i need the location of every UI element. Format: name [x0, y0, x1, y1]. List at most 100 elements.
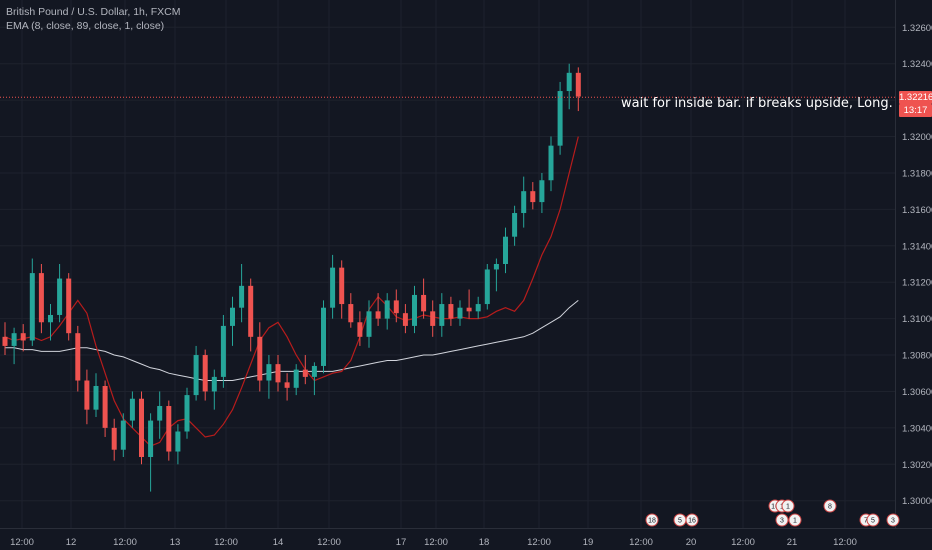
candle-body [93, 385, 99, 410]
event-count: 7 [864, 518, 868, 525]
candle-body [475, 304, 481, 312]
candle-body [220, 325, 226, 377]
candle [102, 380, 108, 437]
candle-body [530, 191, 536, 203]
price-tick-label: 1.30000 [902, 496, 932, 507]
candle [311, 362, 317, 396]
time-tick-label: 12:00 [731, 537, 755, 548]
candle-body [84, 380, 90, 410]
event-count: 1 [793, 518, 797, 525]
candle [539, 172, 545, 214]
candle-body [239, 285, 245, 308]
event-marker[interactable]: 1 [788, 513, 802, 527]
candle [493, 258, 499, 292]
candle-body [457, 307, 463, 319]
chart-legend: British Pound / U.S. Dollar, 1h, FXCM EM… [6, 5, 180, 33]
candle [284, 373, 290, 401]
flag-icon [645, 513, 659, 527]
candle [530, 182, 536, 210]
candle [239, 264, 245, 323]
candle [402, 304, 408, 334]
flag-icon [775, 513, 789, 527]
candle-body [448, 304, 454, 319]
event-count: 3 [891, 518, 895, 525]
candle [348, 293, 354, 328]
candle-body [157, 406, 163, 421]
candle [66, 273, 72, 341]
candle-body [120, 420, 126, 450]
candle [111, 418, 117, 461]
candle-body [557, 91, 563, 146]
ema-path [4, 136, 579, 447]
candles [2, 63, 581, 492]
candle [384, 293, 390, 330]
event-count: 16 [771, 504, 779, 511]
candle [557, 81, 563, 155]
candle [366, 300, 372, 348]
candle-body [493, 264, 499, 270]
ema-slow-line [5, 300, 579, 381]
price-tick-label: 1.31400 [902, 241, 932, 252]
candle [220, 314, 226, 388]
time-tick-label: 12:00 [317, 537, 341, 548]
candle [466, 289, 472, 319]
price-tick-label: 1.31200 [902, 278, 932, 289]
event-marker[interactable]: 1 [781, 499, 795, 513]
candle-body [339, 267, 345, 305]
candle [84, 369, 90, 425]
candle [421, 278, 427, 319]
candle [184, 387, 190, 439]
candle [266, 355, 272, 399]
candle [412, 285, 417, 334]
time-tick-label: 14 [273, 537, 284, 548]
event-marker[interactable]: 18 [645, 513, 659, 527]
time-tick-label: 20 [686, 537, 697, 548]
candle [120, 413, 126, 457]
candle-body [139, 398, 144, 457]
event-marker[interactable]: 3 [775, 513, 789, 527]
time-tick-label: 12:00 [833, 537, 857, 548]
candle-body [211, 376, 217, 392]
flag-icon [781, 499, 795, 513]
economic-events[interactable]: 185163175316118 [645, 499, 900, 527]
candle-body [11, 333, 17, 346]
candle [575, 67, 581, 112]
candle-body [111, 427, 117, 450]
event-marker[interactable]: 3 [886, 513, 900, 527]
indicator-title[interactable]: EMA (8, close, 89, close, 1, close) [6, 20, 165, 32]
candle-body [439, 304, 445, 326]
candle [139, 391, 144, 465]
candle [321, 300, 326, 374]
candle-body [275, 364, 281, 383]
candle-body [248, 285, 254, 337]
candle [29, 258, 35, 346]
price-tick-label: 1.30600 [902, 387, 932, 398]
event-count: 5 [678, 518, 682, 525]
candle [257, 322, 263, 392]
candle-body [466, 307, 472, 312]
event-marker[interactable]: 5 [866, 513, 880, 527]
candle-body [66, 278, 72, 334]
candle-body [393, 300, 399, 314]
candle [248, 278, 254, 352]
candle-body [348, 304, 354, 323]
chart-note[interactable]: wait for inside bar. if breaks upside, L… [621, 96, 893, 111]
flag-icon [866, 513, 880, 527]
bar-countdown-tag: 13:17 [899, 103, 932, 117]
flag-icon [886, 513, 900, 527]
price-tick-label: 1.30400 [902, 423, 932, 434]
candle [129, 391, 135, 428]
candle [566, 63, 572, 110]
candle-body [38, 273, 44, 323]
symbol-title[interactable]: British Pound / U.S. Dollar, 1h, FXCM [6, 6, 181, 18]
candle-body [257, 336, 263, 381]
event-marker[interactable]: 8 [823, 499, 837, 513]
candle-body [311, 365, 317, 377]
candle-body [230, 307, 235, 326]
time-axis[interactable]: 12:00 12 12:00 13 12:00 14 12:00 17 12:00 18 12:00… [10, 537, 857, 548]
candle [448, 296, 454, 326]
event-marker[interactable]: 5 [673, 513, 687, 527]
candle [439, 293, 445, 337]
event-marker[interactable]: 16 [685, 513, 699, 527]
